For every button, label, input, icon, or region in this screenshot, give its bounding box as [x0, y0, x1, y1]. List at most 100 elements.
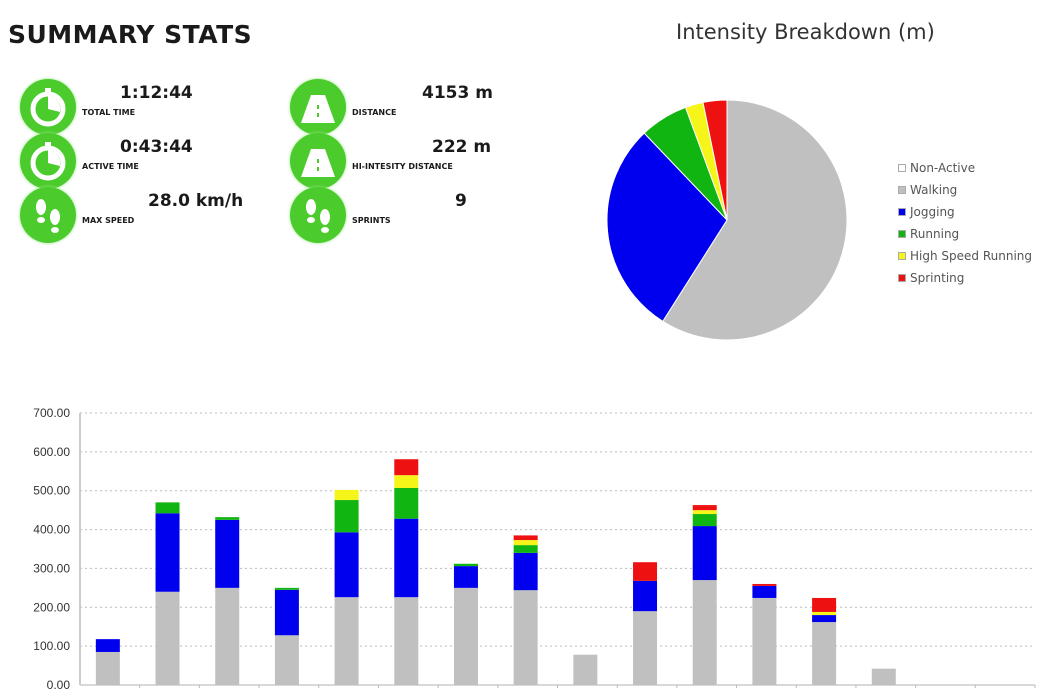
bar-segment-walking — [334, 597, 359, 685]
pie-slice-jogging — [606, 132, 728, 323]
y-tick-label: 100.00 — [33, 639, 70, 653]
page-title: SUMMARY STATS — [8, 20, 253, 49]
bar-segment-jogging — [633, 580, 658, 612]
bar-segment-jogging — [752, 585, 777, 598]
bar-segment-walking — [155, 591, 180, 685]
bar-segment-running — [394, 487, 419, 519]
footprints-icon — [290, 187, 346, 243]
bar-segment-sprinting — [394, 459, 419, 476]
stat-distance: 4153 m DISTANCE — [290, 79, 550, 139]
pie-slice-walking — [662, 99, 848, 341]
y-tick-label: 700.00 — [33, 406, 70, 420]
stat-sprints: 9 SPRINTS — [290, 187, 550, 247]
y-tick-label: 200.00 — [33, 600, 70, 614]
legend-label: Sprinting — [910, 271, 965, 285]
legend-swatch — [898, 252, 906, 260]
bar-segment-jogging — [334, 532, 359, 598]
pie-legend: Non-Active Walking Jogging Running High … — [898, 157, 1032, 289]
bar-segment-high-speed-running — [692, 510, 717, 515]
stat-label: TOTAL TIME — [82, 108, 136, 117]
bar-segment-sprinting — [692, 505, 717, 511]
stat-max-speed: 28.0 km/h MAX SPEED — [20, 187, 280, 247]
bar-segment-walking — [274, 635, 299, 685]
bar-segment-sprinting — [752, 583, 777, 586]
stat-value: 1:12:44 — [120, 83, 193, 103]
stat-value: 0:43:44 — [120, 137, 193, 157]
bar-segment-walking — [633, 611, 658, 685]
bar-segment-jogging — [274, 589, 299, 636]
legend-item: Running — [898, 223, 1032, 245]
legend-swatch — [898, 164, 906, 172]
y-tick-label: 0.00 — [47, 678, 71, 692]
bar-segment-jogging — [513, 552, 538, 591]
bar-segment-sprinting — [812, 597, 837, 612]
stat-label: DISTANCE — [352, 108, 397, 117]
bar-segment-walking — [513, 590, 538, 685]
legend-item: Non-Active — [898, 157, 1032, 179]
stat-total-time: 1:12:44 TOTAL TIME — [20, 79, 280, 139]
bar-segment-running — [692, 514, 717, 527]
legend-item: Sprinting — [898, 267, 1032, 289]
legend-label: Non-Active — [910, 161, 976, 175]
road-icon — [290, 79, 346, 135]
legend-label: Running — [910, 227, 960, 241]
pie-chart — [606, 99, 848, 341]
bar-segment-jogging — [692, 526, 717, 581]
road-icon — [290, 133, 346, 189]
stat-label: MAX SPEED — [82, 216, 135, 225]
legend-item: Jogging — [898, 201, 1032, 223]
legend-item: High Speed Running — [898, 245, 1032, 267]
bar-segment-high-speed-running — [394, 475, 419, 488]
y-tick-label: 500.00 — [33, 484, 70, 498]
bar-segment-jogging — [215, 519, 240, 588]
legend-swatch — [898, 230, 906, 238]
bar-segment-sprinting — [633, 562, 658, 581]
bar-segment-sprinting — [513, 535, 538, 541]
stat-label: HI-INTESITY DISTANCE — [352, 162, 453, 171]
bar-segment-walking — [871, 668, 896, 685]
stat-value: 9 — [455, 191, 467, 211]
footprints-icon — [20, 187, 76, 243]
stat-active-time: 0:43:44 ACTIVE TIME — [20, 133, 280, 193]
stopwatch-icon — [20, 133, 76, 189]
y-tick-label: 600.00 — [33, 445, 70, 459]
bar-segment-running — [274, 587, 299, 590]
bar-segment-running — [215, 517, 240, 520]
bar-segment-walking — [812, 622, 837, 685]
stat-label: SPRINTS — [352, 216, 391, 225]
bar-segment-jogging — [95, 639, 120, 652]
stat-value: 28.0 km/h — [148, 191, 244, 211]
bar-segment-walking — [453, 587, 478, 685]
legend-label: Jogging — [910, 205, 955, 219]
bar-segment-high-speed-running — [334, 489, 359, 501]
legend-item: Walking — [898, 179, 1032, 201]
bar-segment-jogging — [812, 615, 837, 623]
bar-segment-jogging — [453, 566, 478, 588]
legend-label: Walking — [910, 183, 958, 197]
stat-value: 4153 m — [422, 83, 493, 103]
bar-segment-walking — [692, 580, 717, 685]
bar-segment-running — [453, 563, 478, 567]
bar-chart: 0.00 100.00 200.00 300.00 400.00 500.00 600.00… — [33, 406, 1036, 692]
stat-label: ACTIVE TIME — [82, 162, 139, 171]
bar-segment-walking — [215, 587, 240, 685]
stopwatch-icon — [20, 79, 76, 135]
bar-segment-jogging — [155, 513, 180, 592]
bar-segment-high-speed-running — [513, 540, 538, 546]
pie-chart-title: Intensity Breakdown (m) — [676, 20, 935, 44]
legend-swatch — [898, 208, 906, 216]
bar-segment-walking — [95, 651, 120, 685]
bar-segment-running — [155, 502, 180, 514]
pie-slice-sprinting — [702, 99, 728, 221]
bar-segment-walking — [394, 597, 419, 685]
legend-swatch — [898, 186, 906, 194]
bar-segment-running — [513, 545, 538, 553]
y-tick-label: 400.00 — [33, 523, 70, 537]
bar-segment-running — [334, 500, 359, 533]
y-tick-label: 300.00 — [33, 561, 70, 575]
bar-segment-walking — [573, 654, 598, 685]
legend-label: High Speed Running — [910, 249, 1032, 263]
bar-segment-high-speed-running — [812, 611, 837, 616]
stat-hi-intensity-distance: 222 m HI-INTESITY DISTANCE — [290, 133, 550, 193]
stat-value: 222 m — [432, 137, 492, 157]
